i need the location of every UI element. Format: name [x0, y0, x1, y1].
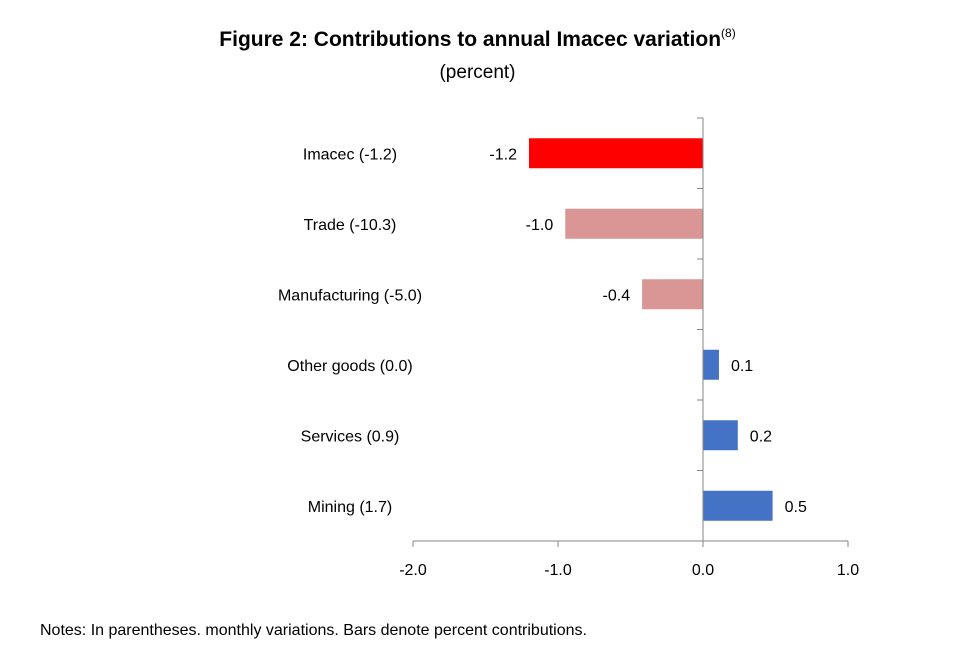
category-label: Other goods (0.0)	[287, 358, 412, 375]
x-tick-label: -1.0	[544, 562, 572, 579]
data-label: 0.2	[750, 428, 772, 445]
bar	[703, 420, 738, 451]
x-axis: -2.0 -1.0 0.0 1.0	[399, 117, 859, 579]
data-label: -1.2	[489, 146, 517, 163]
data-label: 0.5	[785, 499, 807, 516]
bar	[642, 279, 703, 310]
bar	[703, 349, 719, 380]
data-label: -0.4	[603, 287, 631, 304]
bar	[529, 138, 703, 169]
category-label: Trade (-10.3)	[304, 217, 397, 234]
data-label: 0.1	[731, 358, 753, 375]
chart-notes: Notes: In parentheses. monthly variation…	[40, 622, 587, 639]
bar	[565, 208, 703, 239]
chart-title: Figure 2: Contributions to annual Imacec…	[0, 26, 955, 52]
chart-subtitle: (percent)	[439, 62, 516, 83]
category-label: Services (0.9)	[301, 428, 400, 445]
data-label: -1.0	[526, 217, 554, 234]
x-tick-label: 1.0	[837, 562, 859, 579]
category-label: Mining (1.7)	[308, 499, 392, 516]
bars-group: -1.2 Imacec (-1.2) -1.0 Trade (-10.3) -0.4 Ma…	[278, 138, 807, 521]
x-tick-label: 0.0	[692, 562, 714, 579]
chart-title-text: Figure 2: Contributions to annual Imacec…	[219, 28, 722, 51]
category-label: Manufacturing (-5.0)	[278, 287, 422, 304]
bar	[703, 490, 773, 521]
x-tick-label: -2.0	[399, 562, 427, 579]
category-label: Imacec (-1.2)	[303, 146, 397, 163]
chart-title-footnote: (8)	[721, 26, 736, 40]
